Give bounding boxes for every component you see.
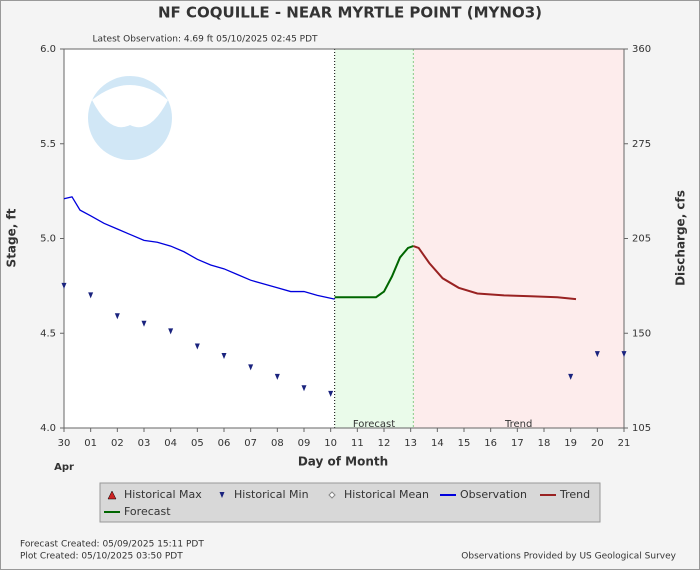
series-line bbox=[334, 245, 414, 299]
x-tick-label: 05 bbox=[191, 438, 204, 449]
x-tick-label: 14 bbox=[431, 438, 444, 449]
y2-tick-label: 360 bbox=[632, 44, 651, 55]
legend-label: Trend bbox=[559, 488, 590, 501]
legend-symbol bbox=[328, 491, 336, 499]
x-tick-label: 04 bbox=[164, 438, 177, 449]
y2-axis-label: Discharge, cfs bbox=[674, 190, 688, 286]
y-axis-label: Stage, ft bbox=[5, 208, 19, 267]
point bbox=[621, 351, 627, 358]
footer-plot: Plot Created: 05/10/2025 03:50 PDT bbox=[20, 552, 183, 562]
y-tick-label: 5.0 bbox=[40, 234, 56, 245]
x-tick-label: 21 bbox=[618, 438, 631, 449]
x-axis-label: Day of Month bbox=[298, 455, 388, 469]
y-tick-label: 4.5 bbox=[40, 328, 56, 339]
x-tick-label: 18 bbox=[538, 438, 551, 449]
x-tick-label: 12 bbox=[378, 438, 391, 449]
legend-label: Observation bbox=[460, 488, 527, 501]
legend-label: Historical Mean bbox=[344, 488, 429, 501]
x-tick-label: 10 bbox=[324, 438, 337, 449]
legend-symbol bbox=[107, 490, 117, 500]
x-tick-label: 01 bbox=[84, 438, 97, 449]
trend-label: Trend bbox=[504, 419, 532, 430]
point bbox=[141, 320, 147, 327]
y-tick-label: 4.0 bbox=[40, 423, 56, 434]
logo-text: NOAA bbox=[108, 90, 153, 106]
point bbox=[194, 343, 200, 350]
subtitle: Latest Observation: 4.69 ft 05/10/2025 0… bbox=[92, 35, 318, 45]
point bbox=[168, 328, 174, 335]
x-tick-label: 03 bbox=[138, 438, 151, 449]
x-tick-label: 08 bbox=[271, 438, 284, 449]
y-tick-label: 5.5 bbox=[40, 139, 56, 150]
footer-source: Observations Provided by US Geological S… bbox=[461, 552, 676, 562]
y2-tick-label: 205 bbox=[632, 234, 651, 245]
x-sublabel: Apr bbox=[54, 462, 74, 473]
legend-symbol bbox=[219, 492, 225, 498]
x-tick-label: 20 bbox=[591, 438, 604, 449]
x-tick-label: 13 bbox=[404, 438, 417, 449]
point bbox=[88, 292, 94, 299]
forecast-zone bbox=[334, 49, 414, 428]
chart-title: NF COQUILLE - NEAR MYRTLE POINT (MYNO3) bbox=[158, 4, 542, 22]
y2-tick-label: 275 bbox=[632, 139, 651, 150]
x-tick-label: 06 bbox=[218, 438, 231, 449]
x-tick-label: 02 bbox=[111, 438, 124, 449]
legend bbox=[99, 482, 601, 523]
point bbox=[221, 352, 227, 359]
y2-tick-label: 105 bbox=[632, 423, 651, 434]
point bbox=[594, 351, 600, 358]
series-line bbox=[63, 196, 335, 300]
point bbox=[61, 282, 67, 289]
legend-label: Forecast bbox=[124, 505, 171, 518]
y-tick-label: 6.0 bbox=[40, 44, 56, 55]
legend-label: Historical Max bbox=[124, 488, 202, 501]
legend-label: Historical Min bbox=[234, 488, 309, 501]
trend-zone bbox=[413, 49, 624, 428]
noaa-logo: NOAA bbox=[88, 76, 172, 160]
point bbox=[568, 373, 574, 380]
footer-forecast: Forecast Created: 05/09/2025 15:11 PDT bbox=[20, 540, 204, 550]
point bbox=[274, 373, 280, 380]
x-tick-label: 17 bbox=[511, 438, 524, 449]
x-tick-label: 16 bbox=[484, 438, 497, 449]
point bbox=[328, 390, 334, 397]
point bbox=[248, 364, 254, 371]
x-tick-label: 11 bbox=[351, 438, 364, 449]
x-tick-label: 19 bbox=[564, 438, 577, 449]
x-tick-label: 09 bbox=[298, 438, 311, 449]
point bbox=[114, 313, 120, 320]
x-tick-label: 15 bbox=[458, 438, 471, 449]
forecast-label: Forecast bbox=[353, 419, 395, 430]
series-line bbox=[412, 245, 577, 301]
y2-tick-label: 150 bbox=[632, 328, 651, 339]
x-tick-label: 30 bbox=[58, 438, 71, 449]
point bbox=[301, 385, 307, 392]
x-tick-label: 07 bbox=[244, 438, 257, 449]
